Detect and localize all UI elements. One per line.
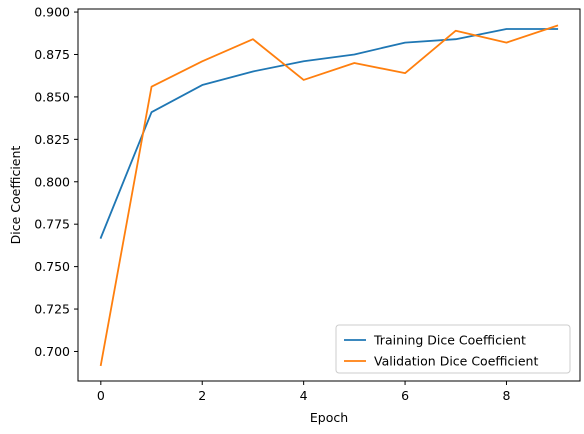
axes: 0 2 4 6 8 0.700 0.725 0.750 0.775 0.800 0.825 0.850… [34,5,581,403]
y-tick-label: 0.800 [34,174,70,189]
y-tick-label: 0.825 [34,132,70,147]
y-tick-label: 0.900 [34,5,70,20]
y-tick-label: 0.750 [34,259,70,274]
y-tick-label: 0.775 [34,217,70,232]
axes-frame [77,8,581,382]
series-line-2 [99,24,559,367]
x-tick-label: 4 [300,388,308,403]
legend-label-2: Validation Dice Coefficient [374,354,538,369]
legend-box [335,324,571,374]
y-axis-label: Dice Coefficient [8,146,23,245]
x-tick-label: 8 [502,388,510,403]
y-tick-label: 0.725 [34,302,70,317]
x-tick-label: 0 [97,388,105,403]
y-tick-label: 0.875 [34,47,70,62]
y-tick-label: 0.700 [34,344,70,359]
series-line-1 [99,28,559,239]
legend-label-1: Training Dice Coefficient [373,333,526,348]
x-tick-label: 6 [401,388,409,403]
x-tick-label: 2 [198,388,206,403]
legend: Training Dice Coefficient Validation Dice… [335,324,571,374]
plot-area [99,24,559,367]
y-tick-label: 0.850 [34,89,70,104]
x-axis-label: Epoch [310,410,348,425]
